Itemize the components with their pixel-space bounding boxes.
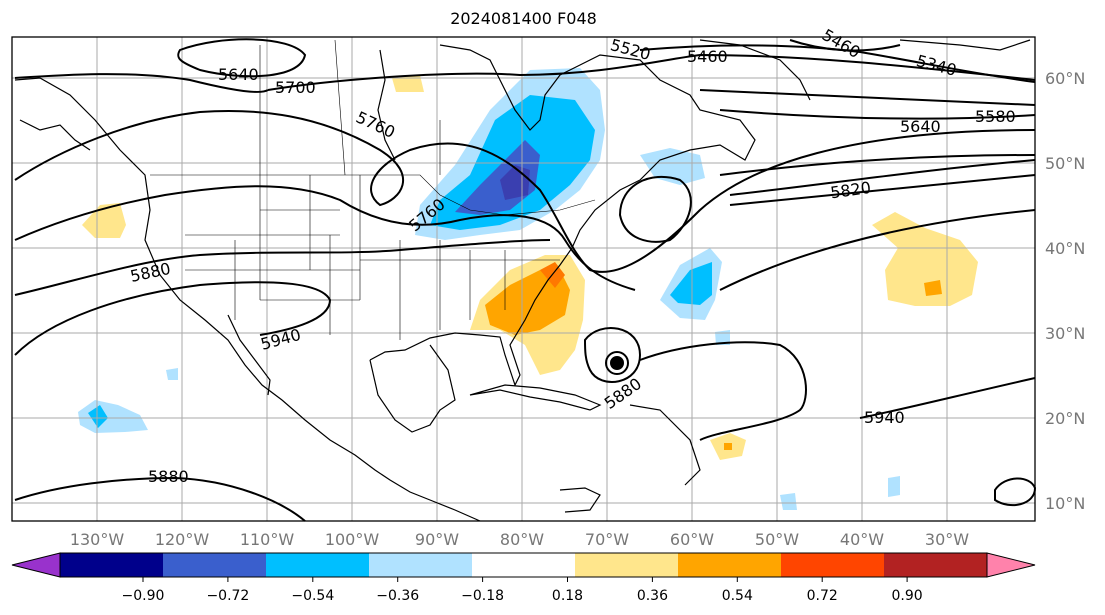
colorbar-segment	[575, 553, 679, 577]
lon-tick-label: 120°W	[155, 530, 210, 549]
lon-tick-label: 130°W	[70, 530, 125, 549]
colorbar-segment	[472, 553, 576, 577]
lat-tick-label: 10°N	[1045, 494, 1085, 513]
colorbar-tick-label: 0.72	[807, 588, 838, 604]
colorbar-segment	[884, 553, 988, 577]
colorbar-tick-label: 0.54	[722, 588, 753, 604]
colorbar-tick-label: 0.90	[892, 588, 923, 604]
contour-label: 5700	[275, 78, 316, 97]
lon-tick-label: 40°W	[840, 530, 884, 549]
lon-tick-label: 70°W	[585, 530, 629, 549]
contour-label: 5640	[218, 65, 259, 84]
colorbar-segment	[163, 553, 267, 577]
lon-tick-label: 110°W	[240, 530, 295, 549]
colorbar-segment	[369, 553, 473, 577]
colorbar-segment	[266, 553, 370, 577]
lat-tick-label: 50°N	[1045, 154, 1085, 173]
lat-tick-label: 40°N	[1045, 239, 1085, 258]
colorbar-tick-label: 0.18	[552, 588, 583, 604]
lat-tick-label: 60°N	[1045, 69, 1085, 88]
colorbar-outline	[59, 552, 988, 578]
colorbar-extend-high	[986, 552, 1036, 578]
lon-tick-label: 100°W	[325, 530, 380, 549]
colorbar-tick-label: −0.18	[461, 588, 504, 604]
height-contours	[14, 38, 1037, 522]
contour-label: 5580	[975, 107, 1016, 126]
contour-label: 5880	[148, 467, 189, 486]
contour-label: 5640	[900, 117, 941, 136]
colorbar: −0.90 −0.72 −0.54 −0.36 −0.18 0.18 0.36 0.54 0.7…	[11, 552, 1036, 604]
colorbar-tick-label: −0.36	[376, 588, 419, 604]
colorbar-segment	[781, 553, 885, 577]
colorbar-segment	[60, 553, 164, 577]
contour-label: 5460	[687, 47, 728, 66]
colorbar-tick-label: −0.72	[206, 588, 249, 604]
map-title: 2024081400 F048	[450, 9, 597, 28]
lon-tick-label: 50°W	[755, 530, 799, 549]
colorbar-segment	[678, 553, 782, 577]
map-frame	[11, 36, 1036, 522]
lon-tick-labels: 130°W 120°W 110°W 100°W 90°W 80°W 70°W 6…	[70, 530, 969, 549]
political-borders	[150, 39, 596, 340]
lat-tick-labels: 60°N 50°N 40°N 30°N 20°N 10°N	[1045, 69, 1085, 513]
lat-tick-label: 20°N	[1045, 409, 1085, 428]
lat-tick-label: 30°N	[1045, 324, 1085, 343]
lon-tick-label: 90°W	[415, 530, 459, 549]
lon-tick-label: 30°W	[925, 530, 969, 549]
lon-tick-label: 60°W	[670, 530, 714, 549]
colorbar-extend-low	[11, 552, 61, 578]
lon-tick-label: 80°W	[500, 530, 544, 549]
contour-label: 5940	[864, 408, 905, 427]
colorbar-tick-label: −0.54	[291, 588, 334, 604]
colorbar-tick-label: −0.90	[122, 588, 165, 604]
colorbar-tick-label: 0.36	[637, 588, 668, 604]
coastlines	[14, 39, 1031, 522]
map-gridlines	[12, 37, 1035, 521]
